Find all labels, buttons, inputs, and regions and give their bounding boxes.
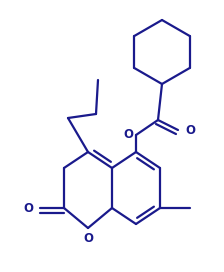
Text: O: O <box>23 202 33 215</box>
Text: O: O <box>123 128 133 141</box>
Text: O: O <box>83 232 93 245</box>
Text: O: O <box>185 123 195 137</box>
